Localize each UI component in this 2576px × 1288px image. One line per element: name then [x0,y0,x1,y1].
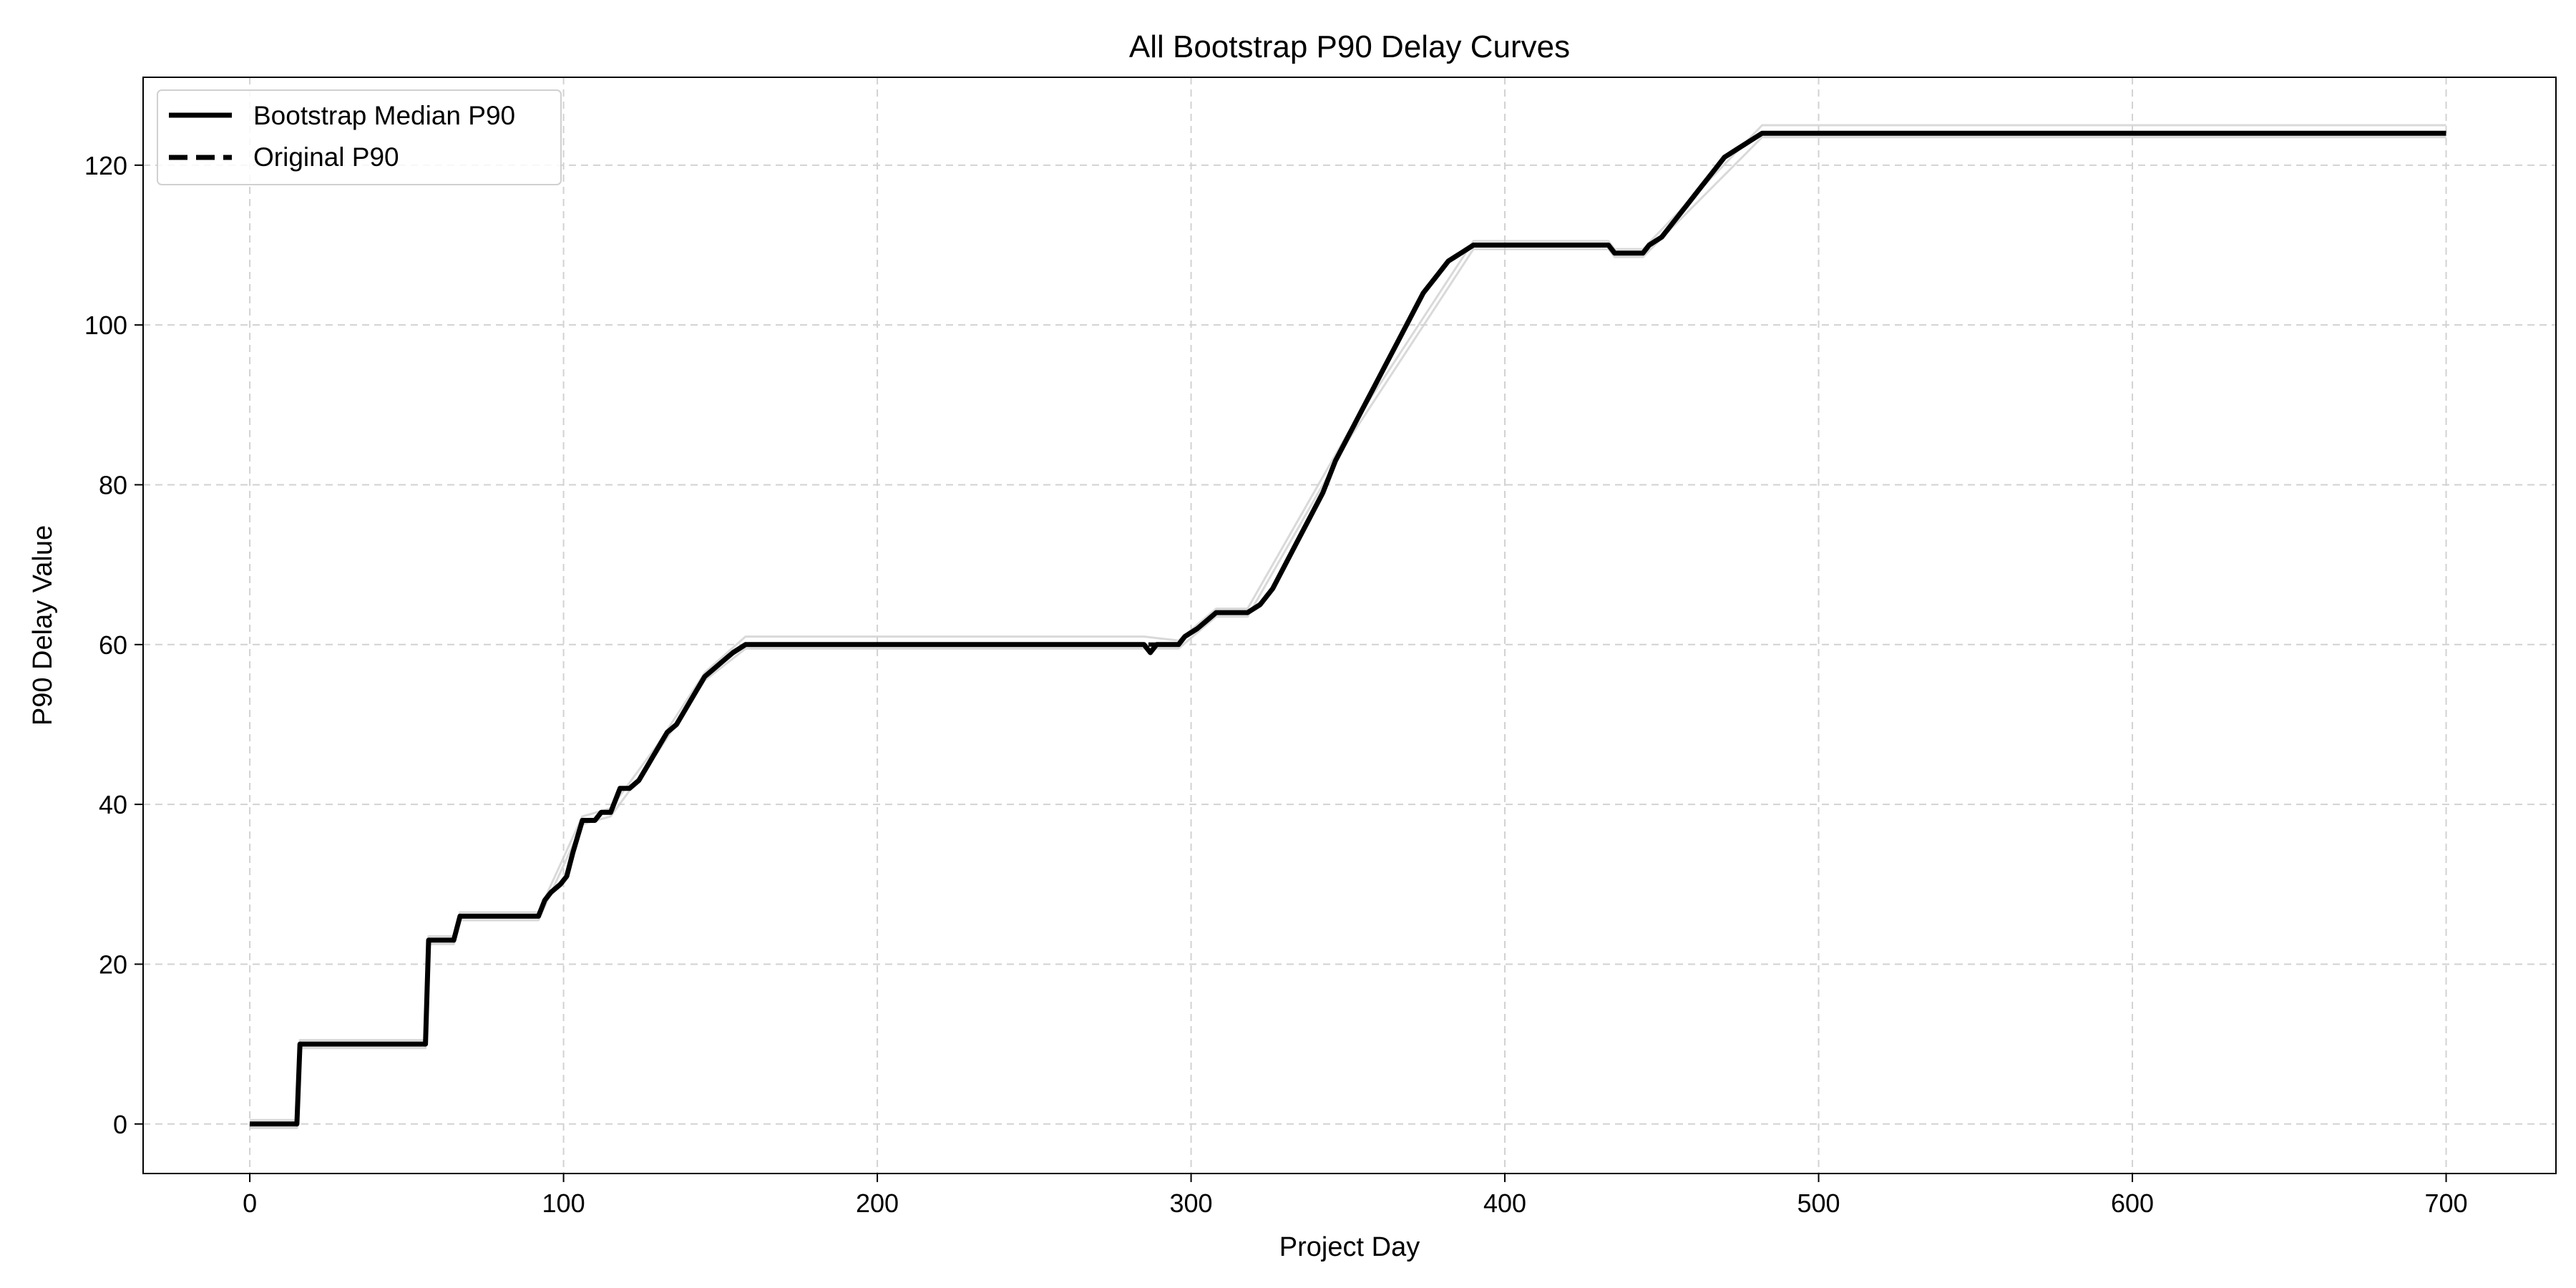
x-tick-label: 600 [2111,1189,2154,1218]
x-tick-label: 400 [1483,1189,1526,1218]
x-tick-label: 700 [2424,1189,2467,1218]
x-tick-label: 100 [542,1189,585,1218]
y-axis: 0 20 40 60 80 100 120 [84,151,143,1139]
chart-title: All Bootstrap P90 Delay Curves [1129,29,1570,64]
y-tick-label: 100 [84,311,127,340]
x-axis: 0 100 200 300 400 500 600 700 [243,1174,2468,1218]
x-tick-label: 0 [243,1189,257,1218]
series-line-original [250,131,2446,1126]
series-line-bootstrap-sample [250,136,2446,1129]
y-tick-label: 0 [113,1110,127,1139]
series-line-bootstrap-median [250,130,2446,1127]
legend-box [157,89,562,185]
legend: Bootstrap Median P90 Original P90 [157,89,562,185]
x-tick-label: 200 [856,1189,899,1218]
x-tick-label: 500 [1797,1189,1840,1218]
y-tick-label: 40 [99,790,127,819]
plot-frame [142,77,2557,1174]
x-axis-label: Project Day [1279,1232,1420,1262]
legend-label-median: Bootstrap Median P90 [253,101,515,130]
y-axis-label: P90 Delay Value [28,525,58,726]
grid [143,77,2556,1174]
x-tick-label: 300 [1170,1189,1213,1218]
y-tick-label: 120 [84,151,127,180]
legend-label-original: Original P90 [253,142,399,172]
y-tick-label: 20 [99,950,127,979]
y-tick-label: 80 [99,470,127,499]
series-layer [250,124,2446,1129]
series-line-bootstrap-sample [250,124,2446,1121]
y-tick-label: 60 [99,630,127,660]
